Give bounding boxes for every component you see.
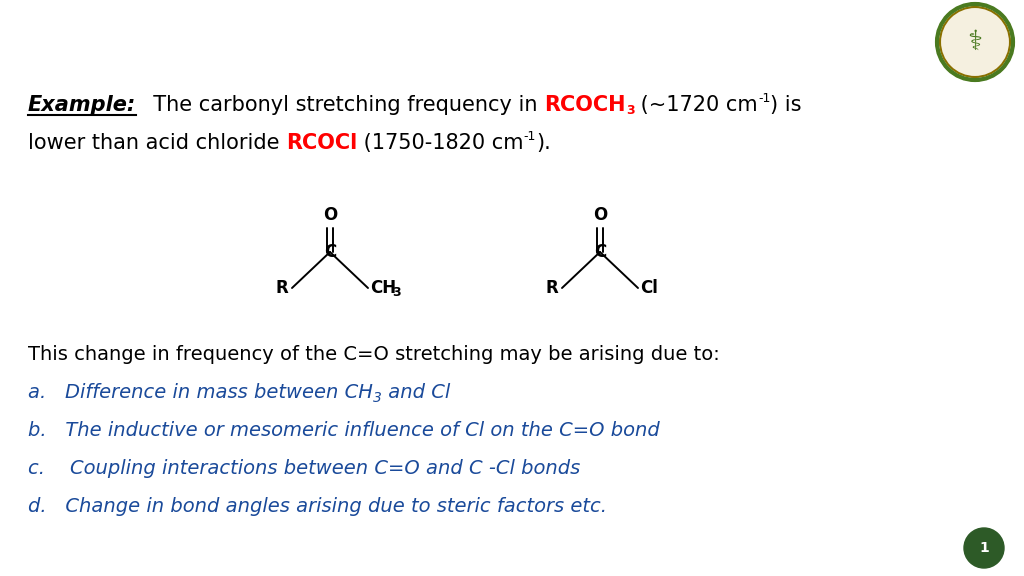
Text: O: O <box>323 206 337 224</box>
Text: ⚕: ⚕ <box>968 28 982 56</box>
Text: -1: -1 <box>758 92 770 104</box>
Text: d.   Change in bond angles arising due to steric factors etc.: d. Change in bond angles arising due to … <box>28 498 607 517</box>
Text: -1: -1 <box>524 130 537 142</box>
Text: (~1720 cm: (~1720 cm <box>635 95 758 115</box>
Text: 3: 3 <box>392 286 400 300</box>
Text: c.    Coupling interactions between C=O and C -Cl bonds: c. Coupling interactions between C=O and… <box>28 460 581 479</box>
Text: b.   The inductive or mesomeric influence of Cl on the C=O bond: b. The inductive or mesomeric influence … <box>28 422 659 441</box>
Text: ).: ). <box>537 133 551 153</box>
Text: ) is: ) is <box>770 95 802 115</box>
Text: 1: 1 <box>979 541 989 555</box>
Text: lower than acid chloride: lower than acid chloride <box>28 133 286 153</box>
Text: 3: 3 <box>626 104 635 116</box>
Text: Example:: Example: <box>28 95 136 115</box>
Text: RCOCl: RCOCl <box>286 133 357 153</box>
Text: (1750-1820 cm: (1750-1820 cm <box>357 133 524 153</box>
Text: This change in frequency of the C=O stretching may be arising due to:: This change in frequency of the C=O stre… <box>28 346 720 365</box>
Text: R: R <box>545 279 558 297</box>
Text: a.   Difference in mass between CH: a. Difference in mass between CH <box>28 384 373 403</box>
Circle shape <box>964 528 1004 568</box>
Text: and Cl: and Cl <box>382 384 450 403</box>
Text: RCOCH: RCOCH <box>545 95 626 115</box>
Text: The carbonyl stretching frequency in: The carbonyl stretching frequency in <box>140 95 545 115</box>
Text: C: C <box>324 243 336 261</box>
Text: C: C <box>594 243 606 261</box>
Text: Cl: Cl <box>640 279 657 297</box>
Circle shape <box>940 7 1010 77</box>
Text: O: O <box>593 206 607 224</box>
Text: CH: CH <box>370 279 396 297</box>
Text: R: R <box>275 279 288 297</box>
Text: 3: 3 <box>373 391 382 405</box>
Circle shape <box>937 4 1013 80</box>
